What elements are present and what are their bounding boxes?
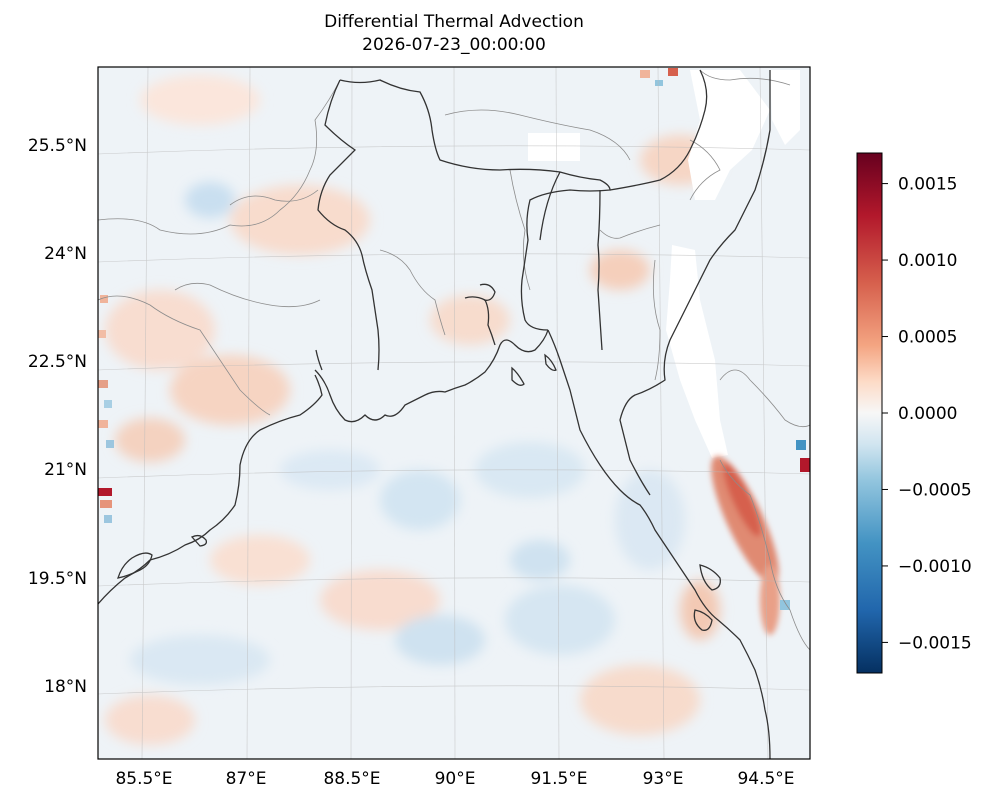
bangladesh-north-east-border [339, 79, 611, 331]
lon-label: 94.5°E [737, 769, 794, 789]
colorbar-tick: 0.0015 [882, 175, 957, 195]
myanmar-coastline [547, 329, 771, 759]
colorbar-tick: −0.0010 [882, 557, 972, 577]
colorbar-tick-label: 0.0005 [898, 328, 957, 348]
colorbar-tick: 0.0000 [882, 404, 957, 424]
colorbar-tick: −0.0005 [882, 480, 972, 500]
lat-label: 25.5°N [28, 136, 87, 156]
state-borders [98, 69, 810, 651]
coastline-and-country-borders [98, 69, 771, 759]
latitude-labels: 25.5°N 24°N 22.5°N 21°N 19.5°N 18°N [28, 136, 87, 697]
lon-label: 87°E [226, 769, 267, 789]
lat-label: 22.5°N [28, 352, 87, 372]
lon-label: 88.5°E [323, 769, 380, 789]
strong-positive-band [711, 456, 780, 635]
map-panel [98, 67, 810, 759]
colorbar-tick-label: −0.0005 [898, 480, 972, 500]
colorbar-scale [856, 152, 883, 674]
longitude-labels: 85.5°E 87°E 88.5°E 90°E 91.5°E 93°E 94.5… [115, 769, 794, 789]
colorbar-tick-label: 0.0010 [898, 251, 957, 271]
lat-label: 19.5°N [28, 569, 87, 589]
map-title: Differential Thermal Advection [324, 12, 584, 32]
graticule [98, 67, 810, 759]
bangladesh-west-border [317, 79, 380, 371]
lat-label: 24°N [44, 244, 87, 264]
lon-label: 90°E [435, 769, 476, 789]
colorbar: 0.0015 0.0010 0.0005 0.0000 −0.0005 −0.0… [856, 152, 972, 674]
lon-label: 93°E [643, 769, 684, 789]
lat-label: 18°N [44, 677, 87, 697]
map-frame [97, 66, 811, 760]
lon-label: 91.5°E [530, 769, 587, 789]
colorbar-tick: 0.0010 [882, 251, 957, 271]
masked-areas [528, 70, 800, 458]
colorbar-tick-label: −0.0015 [898, 633, 972, 653]
colorbar-tick-label: −0.0010 [898, 557, 972, 577]
colorbar-tick-label: 0.0000 [898, 404, 957, 424]
indian-coastline [98, 374, 323, 605]
colorbar-ticks: 0.0015 0.0010 0.0005 0.0000 −0.0005 −0.0… [882, 175, 972, 653]
colorbar-tick: −0.0015 [882, 633, 972, 653]
lat-label: 21°N [44, 460, 87, 480]
colorbar-tick-label: 0.0015 [898, 175, 957, 195]
lon-label: 85.5°E [115, 769, 172, 789]
colorbar-tick: 0.0005 [882, 328, 957, 348]
edge-noise [98, 68, 810, 610]
map-subtitle: 2026-07-23_00:00:00 [362, 35, 546, 55]
